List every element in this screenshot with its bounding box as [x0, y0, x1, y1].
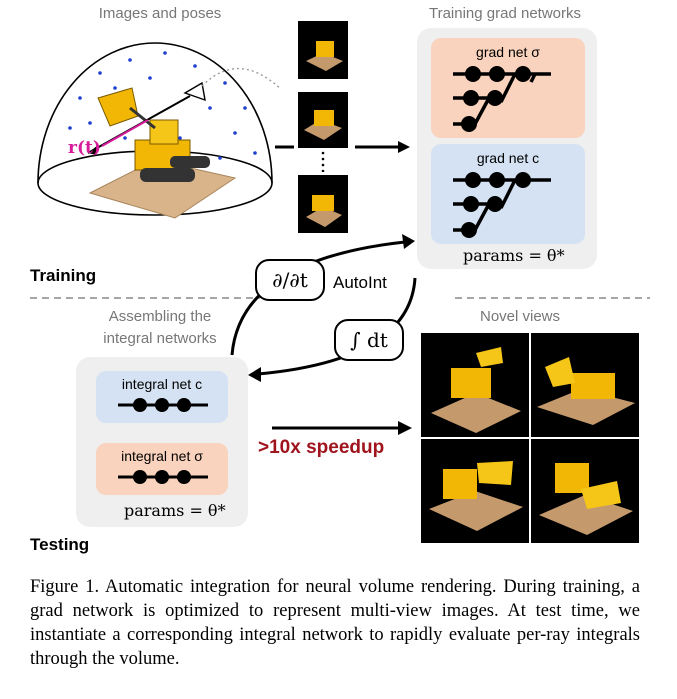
training-grad-networks-heading: Training grad networks [428, 5, 581, 22]
input-flow-arrows [275, 141, 410, 153]
grad-networks-panel: grad net σ grad net c params = θ* [417, 28, 597, 269]
excavator-model [97, 87, 210, 182]
stage-separator [30, 297, 650, 299]
ray-label: r(t) [68, 138, 101, 158]
testing-label: Testing [30, 535, 90, 554]
sample-points [68, 51, 257, 160]
camera-link-dotted [201, 67, 280, 90]
novel-view-2 [531, 333, 639, 437]
novel-views-heading: Novel views [479, 308, 561, 325]
speedup-label: >10x speedup [258, 437, 385, 458]
integral-net-c-graph [118, 398, 208, 412]
novel-view-1 [421, 333, 529, 437]
integral-params-label: params = θ* [124, 501, 226, 520]
capture-dome-illustration [37, 42, 280, 219]
grad-net-sigma-graph [453, 66, 551, 132]
integral-net-sigma-box: integral net σ [96, 443, 228, 495]
grad-net-c-box: grad net c [431, 144, 585, 244]
integral-net-c-box: integral net c [96, 371, 228, 423]
dome-outline [37, 42, 273, 184]
grad-net-c-title: grad net c [476, 150, 540, 166]
novel-views-grid [421, 333, 639, 543]
input-image-2 [298, 92, 348, 148]
integral-networks-heading-line1: Assembling the [108, 308, 212, 325]
autoint-label: AutoInt [333, 273, 387, 292]
grad-params-label: params = θ* [463, 246, 565, 265]
grad-net-sigma-box: grad net σ [431, 38, 585, 138]
grad-net-c-graph [453, 172, 551, 238]
novel-view-4 [531, 439, 639, 543]
derivative-operator-box: ∂/∂t [255, 259, 325, 301]
integral-networks-heading-line2: integral networks [103, 330, 217, 347]
speedup-arrow [272, 421, 412, 435]
integral-net-c-title: integral net c [121, 376, 203, 392]
camera-icon [183, 81, 206, 102]
integral-operator: ∫ dt [350, 328, 388, 352]
images-and-poses-heading: Images and poses [98, 5, 222, 22]
derivative-operator: ∂/∂t [272, 268, 308, 292]
training-label: Training [30, 266, 97, 285]
integral-operator-box: ∫ dt [334, 319, 404, 361]
input-image-1 [298, 21, 348, 79]
grad-net-sigma-title: grad net σ [476, 44, 540, 60]
lego-baseplate [88, 159, 237, 219]
stack-ellipsis [321, 151, 325, 172]
integral-net-sigma-graph [118, 470, 208, 484]
integral-networks-panel: integral net c integral net σ params = θ… [76, 357, 248, 527]
input-image-3 [298, 175, 348, 233]
figure-caption: Figure 1. Automatic integration for neur… [30, 577, 640, 669]
integral-net-sigma-title: integral net σ [121, 448, 203, 464]
novel-view-3 [421, 439, 529, 543]
